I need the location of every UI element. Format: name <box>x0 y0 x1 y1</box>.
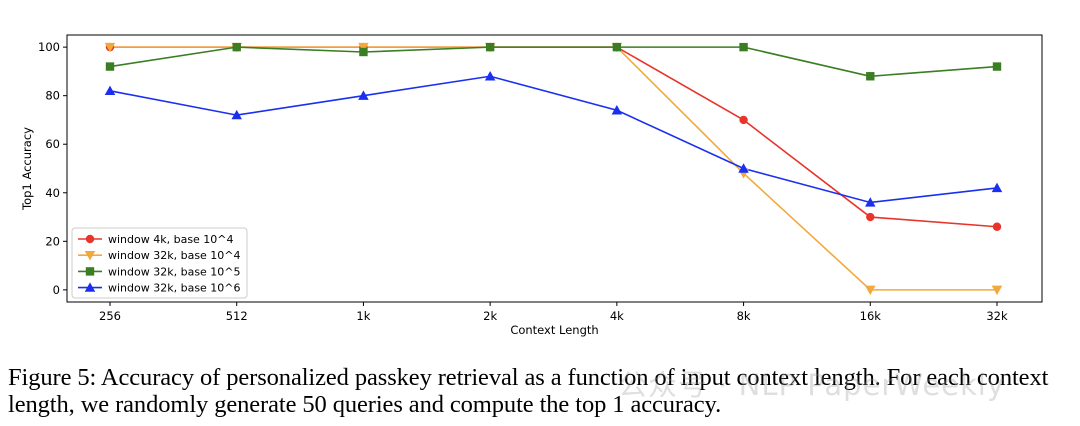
y-tick-label: 60 <box>45 137 60 151</box>
data-point-s4-2k <box>484 71 496 81</box>
x-tick-label: 2k <box>483 309 497 323</box>
x-tick-label: 32k <box>986 309 1008 323</box>
legend-marker-2 <box>84 251 96 261</box>
legend-label-3: window 32k, base 10^5 <box>108 265 241 278</box>
x-tick-label: 8k <box>737 309 751 323</box>
x-tick-label: 4k <box>610 309 624 323</box>
data-point-s4-512 <box>231 109 242 120</box>
y-tick-label: 40 <box>45 186 60 200</box>
y-axis-label: Top1 Accuracy <box>20 127 34 211</box>
data-point-s2-32k <box>991 285 1003 296</box>
data-point-s2-1k <box>358 42 369 53</box>
x-tick-label: 16k <box>860 309 882 323</box>
x-tick-label: 256 <box>99 309 121 323</box>
watermark-text: 公众号 · NLP PaperWeekly <box>618 368 1006 402</box>
data-point-s3-4k <box>612 42 622 52</box>
y-tick-label: 20 <box>45 234 60 248</box>
data-point-s3-16k <box>866 72 875 81</box>
data-point-s4-16k <box>865 197 876 207</box>
data-point-s1-8k <box>739 115 748 125</box>
legend-marker-4 <box>84 282 96 292</box>
x-axis-label: Context Length <box>510 323 598 337</box>
legend-label-4: window 32k, base 10^6 <box>108 282 241 295</box>
legend-label-1: window 4k, base 10^4 <box>108 233 234 246</box>
data-point-s1-16k <box>866 212 875 222</box>
data-point-s3-256 <box>105 62 115 71</box>
data-point-s4-1k <box>358 90 369 100</box>
data-point-s2-256 <box>104 42 116 53</box>
x-tick-label: 512 <box>226 309 248 323</box>
y-tick-label: 80 <box>45 89 60 103</box>
legend-box <box>71 227 248 299</box>
data-point-s3-2k <box>485 42 495 52</box>
data-point-s3-32k <box>992 62 1002 71</box>
legend-label-2: window 32k, base 10^4 <box>108 249 241 262</box>
x-tick-label: 1k <box>356 309 370 323</box>
data-point-s3-1k <box>359 47 368 57</box>
data-point-s4-8k <box>738 163 749 173</box>
series-line-3 <box>109 46 998 78</box>
y-tick-label: 0 <box>53 283 60 297</box>
series-line-4 <box>109 75 998 204</box>
line-chart: 0 20 40 60 80 100 256 512 1k 2k 4k 8k 16k 32k Context … <box>20 34 1043 337</box>
data-point-s4-32k <box>991 182 1003 193</box>
chart-canvas: 0 20 40 60 80 100 256 512 1k 2k 4k 8k 16k 32k Context … <box>20 34 1043 337</box>
data-point-s3-512 <box>232 42 241 52</box>
figure-caption: Figure 5: Accuracy of personalized passk… <box>8 364 1049 418</box>
data-point-s1-32k <box>992 222 1002 231</box>
data-point-s2-16k <box>865 285 876 296</box>
data-point-s4-256 <box>104 85 116 96</box>
data-point-s4-4k <box>611 104 623 115</box>
plot-frame <box>66 34 1043 303</box>
legend-marker-1 <box>85 234 95 244</box>
legend-marker-3 <box>85 267 95 276</box>
data-point-s3-8k <box>739 42 748 52</box>
y-tick-label: 100 <box>38 40 60 54</box>
